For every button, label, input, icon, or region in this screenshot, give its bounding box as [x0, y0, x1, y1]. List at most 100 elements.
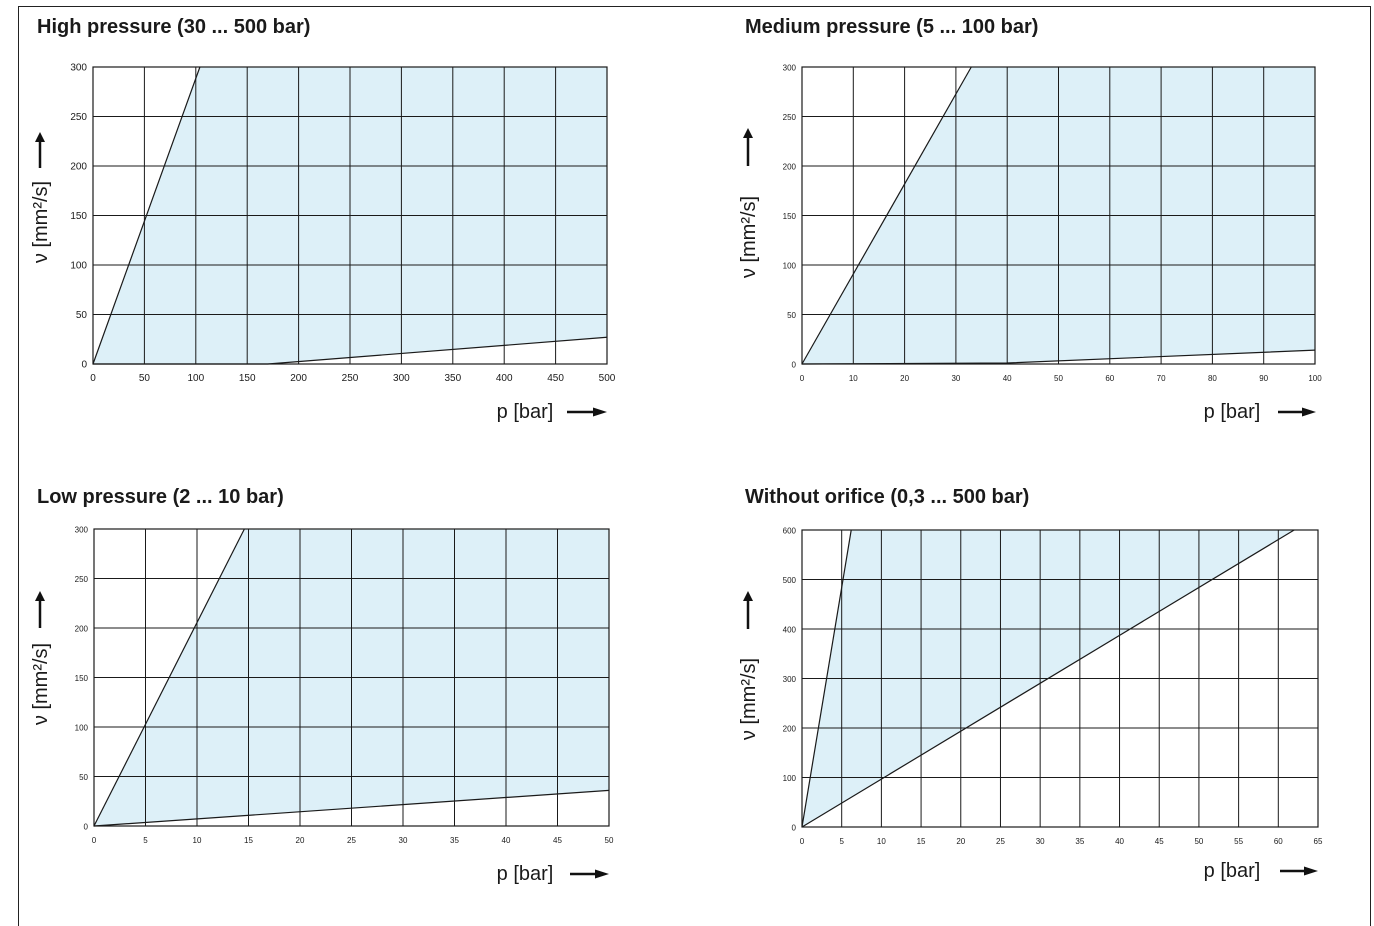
- chart-low-pressure: Low pressure (2 ... 10 bar) 0 5 10 15 20 25 30…: [0, 0, 687, 909]
- x-tick-label: 200: [290, 373, 307, 384]
- y-tick-label: 50: [79, 773, 88, 782]
- upper-limit-line: [93, 528, 245, 827]
- x-tick-label: 10: [849, 374, 858, 383]
- x-tick-label: 80: [1208, 374, 1217, 383]
- upper-limit-line: [801, 529, 852, 828]
- x-tick-label: 0: [92, 836, 97, 845]
- x-axis-label: p [bar]: [1204, 401, 1261, 423]
- y-tick-label: 200: [75, 625, 89, 634]
- y-tick-label: 50: [76, 310, 88, 321]
- y-tick-label: 200: [783, 163, 797, 172]
- x-tick-label: 0: [800, 837, 805, 846]
- y-tick-label: 0: [792, 361, 797, 370]
- x-tick-label: 25: [996, 837, 1005, 846]
- x-tick-label: 70: [1157, 374, 1166, 383]
- y-tick-label: 0: [81, 360, 87, 371]
- y-tick-label: 100: [783, 262, 797, 271]
- y-tick-label: 400: [783, 626, 797, 635]
- x-tick-label: 40: [1115, 837, 1124, 846]
- x-tick-label: 10: [877, 837, 886, 846]
- x-tick-label: 20: [900, 374, 909, 383]
- x-tick-label: 40: [1003, 374, 1012, 383]
- upper-limit-line: [801, 66, 972, 365]
- plot-frame: [92, 66, 608, 365]
- x-tick-label: 90: [1259, 374, 1268, 383]
- plot-frame: [801, 529, 1319, 828]
- x-axis-arrow-icon: [1302, 407, 1316, 417]
- y-axis-arrow-icon: [35, 132, 45, 142]
- y-tick-label: 0: [84, 823, 89, 832]
- x-tick-label: 450: [547, 373, 564, 384]
- x-tick-label: 65: [1314, 837, 1323, 846]
- x-tick-label: 400: [496, 373, 513, 384]
- x-tick-label: 30: [399, 836, 408, 845]
- plot-frame: [93, 528, 610, 827]
- chart-medium-pressure: Medium pressure (5 ... 100 bar) 0 10 20 30 4…: [0, 0, 1374, 454]
- x-tick-label: 150: [239, 373, 256, 384]
- y-axis-label: ν [mm²/s]: [30, 181, 52, 263]
- y-tick-label: 150: [70, 211, 87, 222]
- plot-frame: [801, 66, 1316, 365]
- chart-high-pressure: High pressure (30 ... 500 bar) 0 50 100 150…: [0, 0, 687, 454]
- y-axis-label: ν [mm²/s]: [30, 643, 52, 725]
- x-tick-label: 60: [1274, 837, 1283, 846]
- y-axis-arrow-icon: [35, 591, 45, 601]
- x-tick-label: 15: [917, 837, 926, 846]
- y-tick-label: 600: [783, 527, 797, 536]
- x-axis-arrow-icon: [595, 869, 609, 879]
- x-tick-label: 0: [800, 374, 805, 383]
- x-tick-label: 25: [347, 836, 356, 845]
- y-tick-label: 250: [783, 113, 797, 122]
- lower-limit-line: [801, 529, 1295, 828]
- x-tick-label: 35: [450, 836, 459, 845]
- x-tick-label: 100: [1308, 374, 1322, 383]
- y-axis-arrow-icon: [743, 591, 753, 601]
- x-tick-label: 300: [393, 373, 410, 384]
- y-tick-label: 100: [75, 724, 89, 733]
- x-tick-label: 45: [553, 836, 562, 845]
- x-tick-label: 0: [90, 373, 96, 384]
- y-axis-label: ν [mm²/s]: [738, 658, 760, 740]
- chart-title: Medium pressure (5 ... 100 bar): [745, 16, 1039, 38]
- chart-title: Low pressure (2 ... 10 bar): [37, 486, 284, 508]
- y-tick-label: 150: [75, 674, 89, 683]
- page-frame: [18, 6, 1371, 926]
- x-tick-label: 5: [143, 836, 148, 845]
- y-tick-label: 200: [783, 725, 797, 734]
- y-tick-label: 300: [783, 675, 797, 684]
- y-tick-label: 50: [787, 311, 796, 320]
- y-tick-label: 500: [783, 576, 797, 585]
- chart-svg: 0 10 20 30 40 50 60 70 80 90 100 0 50 100 150 200 250 300…: [738, 64, 1322, 424]
- x-tick-label: 55: [1234, 837, 1243, 846]
- y-tick-label: 0: [792, 824, 797, 833]
- x-tick-label: 30: [951, 374, 960, 383]
- chart-title: High pressure (30 ... 500 bar): [37, 16, 311, 38]
- x-tick-label: 50: [1194, 837, 1203, 846]
- x-tick-label: 50: [139, 373, 151, 384]
- y-axis-label: ν [mm²/s]: [738, 196, 760, 278]
- chart-title: Without orifice (0,3 ... 500 bar): [745, 486, 1030, 508]
- x-tick-label: 50: [1054, 374, 1063, 383]
- y-axis-arrow-icon: [743, 128, 753, 138]
- lower-limit-line: [93, 789, 610, 827]
- y-tick-label: 250: [70, 112, 87, 123]
- x-tick-label: 60: [1105, 374, 1114, 383]
- x-tick-label: 5: [839, 837, 844, 846]
- y-tick-label: 200: [70, 162, 87, 173]
- y-tick-label: 150: [783, 212, 797, 221]
- y-tick-label: 100: [783, 774, 797, 783]
- x-tick-label: 500: [599, 373, 616, 384]
- upper-limit-line: [92, 66, 201, 365]
- x-tick-label: 15: [244, 836, 253, 845]
- y-tick-label: 300: [75, 526, 89, 535]
- x-axis-label: p [bar]: [1204, 860, 1261, 882]
- x-axis-arrow-icon: [1304, 866, 1318, 876]
- x-tick-label: 40: [502, 836, 511, 845]
- y-tick-label: 300: [783, 64, 797, 73]
- x-axis-label: p [bar]: [497, 401, 554, 423]
- x-tick-label: 20: [296, 836, 305, 845]
- x-tick-label: 35: [1075, 837, 1084, 846]
- x-tick-label: 100: [187, 373, 204, 384]
